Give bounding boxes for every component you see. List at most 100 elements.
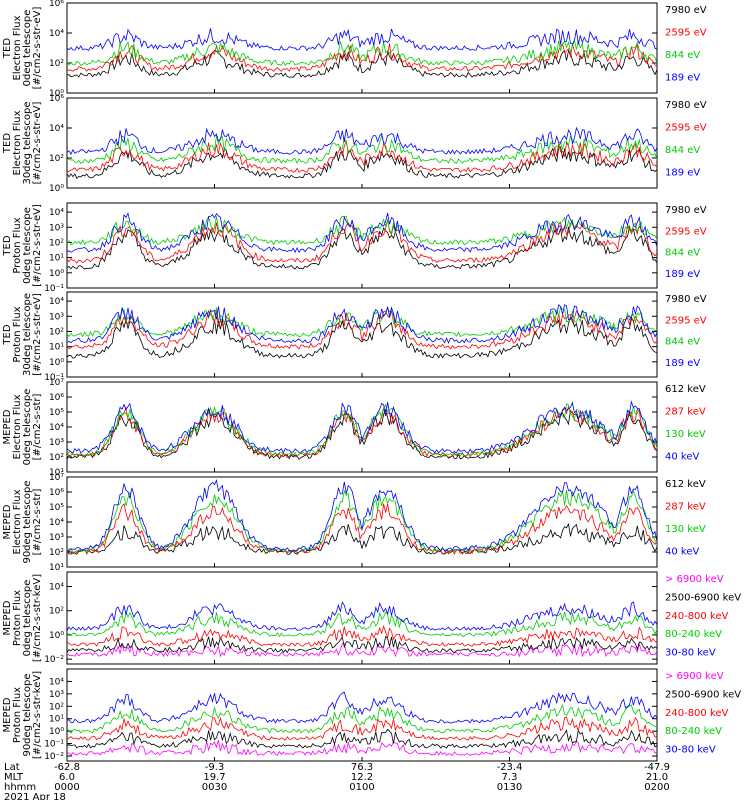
y-tick-label: 10³ — [49, 690, 64, 700]
series-line — [67, 728, 657, 749]
y-axis-label: TEDElectron Flux0deg telescope[#/cm2-s-s… — [2, 7, 43, 90]
series-line — [67, 126, 657, 155]
x-tick-label: 0200 — [644, 782, 669, 793]
y-axis-label-line: MEPED — [2, 600, 13, 635]
y-axis-label: TEDElectron Flux30deg telescope[#/cm2-s-… — [2, 101, 43, 184]
legend-entry: 7980 eV — [665, 100, 707, 111]
series-line — [67, 739, 657, 757]
y-tick-label: 10⁵ — [49, 503, 64, 513]
x-tick-label: -47.9 — [644, 762, 670, 773]
legend-entry: 2500-6900 keV — [665, 689, 741, 700]
series-line — [67, 489, 657, 553]
y-axis-label-line: 0deg telescope — [22, 207, 33, 284]
y-axis-label-line: [#/cm2-s-str-eV] — [32, 293, 43, 376]
legend-entry: 612 keV — [665, 479, 706, 490]
y-tick-label: 10⁶ — [49, 94, 64, 104]
x-tick-label: 0130 — [497, 782, 522, 793]
panel-6: 10¹ 10² 10³ 10⁴ 10⁵ 10⁶ 10⁷ MEPEDElectron Flux9… — [2, 473, 706, 573]
x-tick-label: 0100 — [349, 782, 374, 793]
y-tick-label: 10⁻¹ — [44, 373, 64, 383]
x-tick-label: 76.3 — [351, 762, 373, 773]
date-label: 2021 Apr 18 — [4, 792, 66, 800]
x-tick-label: 21.0 — [646, 772, 668, 783]
legend-entry: 130 keV — [665, 524, 706, 535]
y-tick-label: 10⁶ — [49, 393, 64, 403]
y-axis-label: MEPEDProton Flux0deg telescope[#/cm2-s-s… — [2, 574, 43, 662]
panel-4: 10⁻¹ 10⁰ 10¹ 10² 10³ 10⁴ TEDProton Flux30deg t… — [2, 291, 707, 383]
y-axis-label: MEPEDProton Flux90deg telescope[#/cm2-s-… — [2, 671, 43, 759]
y-tick-label: 10¹ — [49, 343, 64, 353]
y-tick-label: 10² — [49, 548, 64, 558]
series-line — [67, 642, 657, 658]
series-line — [67, 635, 657, 654]
panel-frame — [66, 2, 658, 94]
panel-3: 10⁻¹ 10⁰ 10¹ 10² 10³ 10⁴ TEDProton Flux0deg te… — [2, 202, 707, 294]
y-axis-label: MEPEDElectron Flux90deg telescope[#/cm2-… — [2, 480, 43, 563]
legend-entry: > 6900 keV — [665, 671, 724, 682]
y-tick-label: 10¹ — [49, 715, 64, 725]
y-axis-label-line: [#/cm2-s-str-eV] — [32, 204, 43, 287]
y-tick-label: 10⁴ — [49, 518, 64, 528]
panel-2: 10⁰ 10² 10⁴ 10⁶ TEDElectron Flux30deg telesc… — [2, 94, 707, 194]
y-tick-label: 10⁻¹ — [44, 284, 64, 294]
y-axis-label-line: [#/cm2-s-str-keV] — [32, 671, 43, 759]
legend-entry: 2500-6900 keV — [665, 592, 741, 603]
y-tick-label: 10² — [49, 238, 64, 248]
y-tick-label: 10⁰ — [49, 184, 64, 194]
y-axis-label-line: [#/cm2-s-str] — [32, 488, 43, 555]
y-tick-label: 10² — [49, 702, 64, 712]
legend-entry: 40 keV — [665, 452, 699, 463]
legend-entry: 844 eV — [665, 50, 700, 61]
series-line — [67, 478, 657, 552]
legend-entry: 7980 eV — [665, 5, 707, 16]
y-axis-label: MEPEDElectron Flux0deg telescope[#/cm2-s… — [2, 389, 43, 466]
legend-entry: 30-80 keV — [665, 745, 716, 756]
panel-frame — [66, 291, 658, 378]
y-axis-label: TEDProton Flux30deg telescope[#/cm2-s-st… — [2, 293, 43, 376]
series-line — [67, 28, 657, 51]
series-line — [67, 212, 657, 254]
y-tick-label: 10⁻² — [44, 752, 64, 762]
x-row-label-hhmm: hhmm — [4, 782, 36, 793]
y-tick-label: 10⁴ — [49, 423, 64, 433]
y-tick-label: 10² — [49, 453, 64, 463]
series-line — [67, 304, 657, 344]
y-tick-label: 10⁰ — [49, 727, 64, 737]
y-tick-label: 10² — [49, 327, 64, 337]
y-axis-label-line: [#/cm2-s-str-eV] — [32, 102, 43, 185]
y-axis-label-line: Proton Flux — [12, 306, 23, 362]
y-axis-label-line: [#/cm2-s-str-keV] — [32, 574, 43, 662]
series-line — [67, 50, 657, 78]
x-tick-label: 0000 — [54, 782, 79, 793]
legend-entry: 2595 eV — [665, 28, 707, 39]
series-line — [67, 219, 657, 264]
legend-entry: 7980 eV — [665, 205, 707, 216]
series-line — [67, 522, 657, 555]
y-axis-label-line: Electron Flux — [12, 15, 23, 80]
y-axis-label-line: TED — [2, 133, 13, 154]
y-tick-label: 10¹ — [49, 254, 64, 264]
legend-entry: 80-240 keV — [665, 629, 722, 640]
x-row-label-mlt: MLT — [4, 772, 24, 783]
y-axis-label-line: 0deg telescope — [22, 580, 33, 657]
y-tick-label: 10⁶ — [49, 488, 64, 498]
legend-entry: 844 eV — [665, 145, 700, 156]
y-tick-label: 10² — [49, 59, 64, 69]
y-axis-label-line: [#/cm2-s-str-eV] — [32, 7, 43, 90]
legend-entry: 189 eV — [665, 168, 700, 179]
series-line — [67, 624, 657, 647]
y-axis-label-line: TED — [2, 324, 13, 345]
series-line — [67, 405, 657, 459]
y-tick-label: 10⁴ — [49, 297, 64, 307]
x-tick-label: 7.3 — [502, 772, 518, 783]
x-row-label-lat: Lat — [4, 762, 20, 773]
y-tick-label: 10⁵ — [49, 408, 64, 418]
y-axis-label-line: Electron Flux — [12, 110, 23, 175]
y-axis-label-line: Proton Flux — [12, 687, 23, 743]
x-tick-label: 19.7 — [203, 772, 225, 783]
y-axis-label-line: Electron Flux — [12, 489, 23, 554]
legend-entry: 2595 eV — [665, 123, 707, 134]
x-tick-label: 6.0 — [59, 772, 75, 783]
panel-frame — [66, 97, 658, 189]
